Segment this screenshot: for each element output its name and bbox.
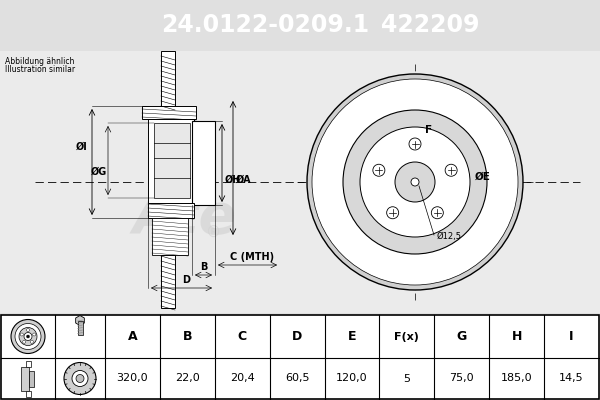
Circle shape: [386, 207, 398, 219]
Text: ØI: ØI: [76, 142, 88, 152]
Circle shape: [15, 324, 41, 350]
Bar: [29, 370, 34, 386]
Text: G: G: [457, 330, 467, 343]
Text: I: I: [569, 330, 574, 343]
Circle shape: [409, 138, 421, 150]
Circle shape: [411, 178, 419, 186]
Text: H: H: [511, 330, 522, 343]
Text: 320,0: 320,0: [116, 374, 148, 384]
Text: ØE: ØE: [475, 172, 491, 182]
Text: D: D: [182, 275, 191, 285]
Bar: [21, 366, 29, 390]
Bar: [148, 119, 194, 203]
Bar: [142, 106, 196, 119]
Text: 422209: 422209: [381, 13, 479, 37]
Text: Ate: Ate: [133, 191, 237, 245]
Bar: [161, 255, 175, 308]
Text: 24.0122-0209.1: 24.0122-0209.1: [161, 13, 369, 37]
Bar: [77, 320, 83, 334]
Text: 120,0: 120,0: [336, 374, 368, 384]
Text: 60,5: 60,5: [285, 374, 310, 384]
Bar: [148, 203, 194, 218]
Circle shape: [32, 333, 35, 336]
Circle shape: [19, 328, 37, 346]
Circle shape: [360, 127, 470, 237]
Text: 185,0: 185,0: [501, 374, 532, 384]
Text: 75,0: 75,0: [449, 374, 474, 384]
Text: C (MTH): C (MTH): [230, 252, 274, 262]
Circle shape: [31, 340, 34, 343]
Circle shape: [445, 164, 457, 176]
Text: D: D: [292, 330, 302, 343]
Bar: [161, 51, 175, 108]
Circle shape: [395, 162, 435, 202]
Text: B: B: [200, 262, 207, 272]
Circle shape: [64, 362, 96, 394]
Text: E: E: [348, 330, 356, 343]
Circle shape: [26, 335, 29, 338]
Text: 14,5: 14,5: [559, 374, 584, 384]
Text: ØG: ØG: [91, 167, 107, 177]
Circle shape: [24, 332, 32, 340]
Circle shape: [76, 374, 84, 382]
Text: F(x): F(x): [394, 332, 419, 342]
Text: Illustration similar: Illustration similar: [5, 65, 75, 74]
Text: Abbildung ähnlich: Abbildung ähnlich: [5, 57, 74, 66]
Circle shape: [373, 164, 385, 176]
Text: B: B: [182, 330, 192, 343]
Bar: [25, 390, 31, 396]
Bar: [154, 123, 190, 198]
Text: F: F: [425, 125, 432, 135]
Text: Ø12,5: Ø12,5: [437, 232, 462, 242]
Bar: [152, 218, 188, 255]
Circle shape: [312, 79, 518, 285]
Circle shape: [11, 320, 45, 354]
Circle shape: [23, 340, 26, 343]
Circle shape: [20, 333, 23, 336]
Polygon shape: [76, 316, 85, 326]
Text: ØA: ØA: [236, 175, 251, 185]
Text: 20,4: 20,4: [230, 374, 254, 384]
Text: C: C: [238, 330, 247, 343]
Text: ØH: ØH: [225, 175, 241, 185]
Bar: [25, 360, 31, 366]
Bar: [192, 121, 215, 205]
Text: ®: ®: [206, 224, 221, 240]
Text: 22,0: 22,0: [175, 374, 200, 384]
Circle shape: [431, 207, 443, 219]
Circle shape: [343, 110, 487, 254]
Circle shape: [307, 74, 523, 290]
Text: 5: 5: [403, 374, 410, 384]
Circle shape: [26, 328, 29, 332]
Text: A: A: [128, 330, 137, 343]
Circle shape: [72, 370, 88, 386]
